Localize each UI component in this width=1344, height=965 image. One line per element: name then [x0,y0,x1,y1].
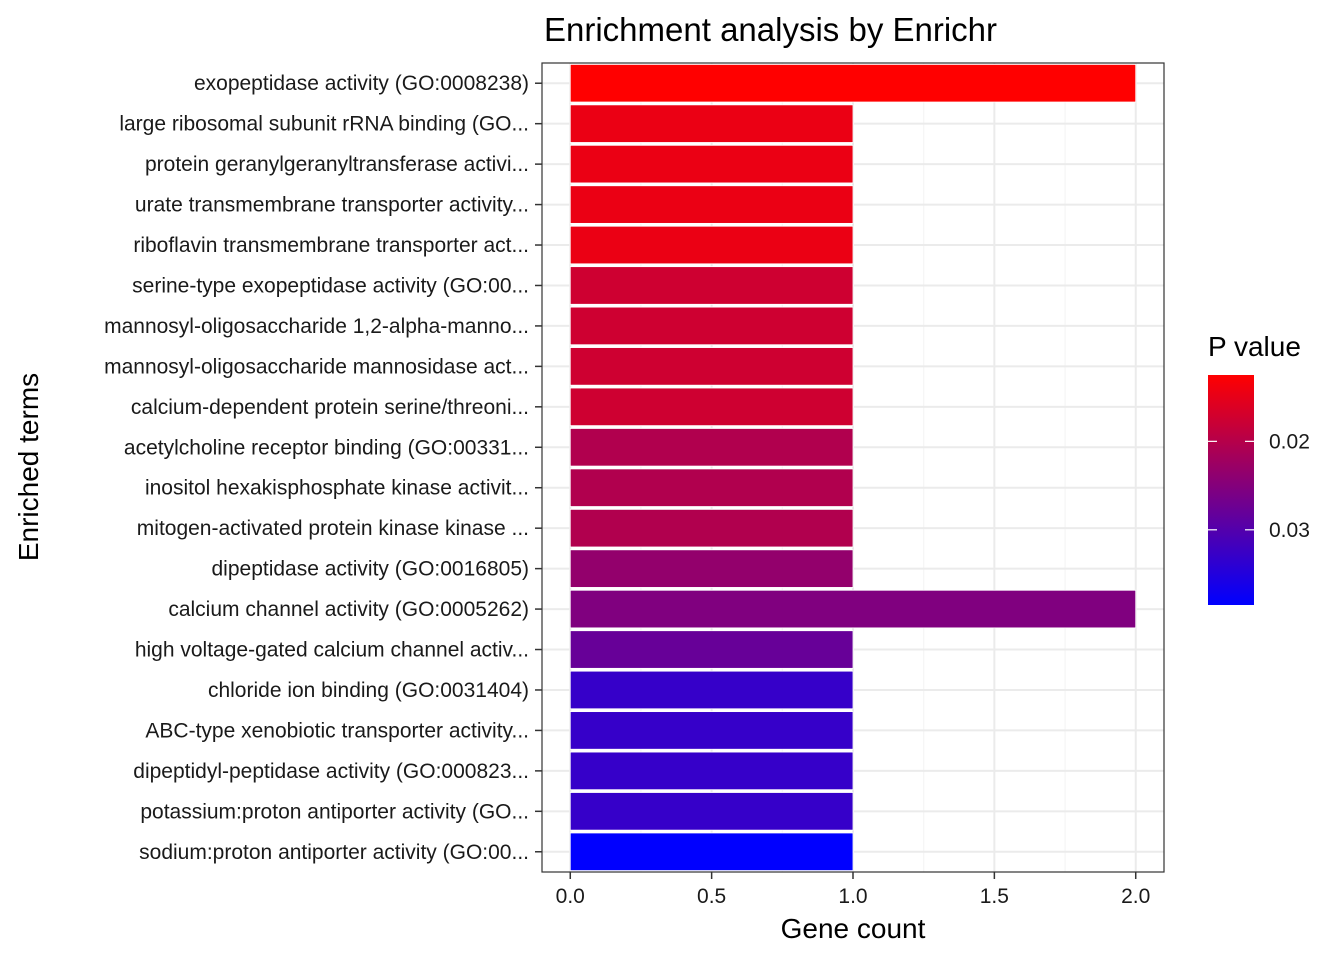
y-tick-label: potassium:proton antiporter activity (GO… [140,800,529,823]
bar [569,428,854,467]
bar [569,670,854,710]
x-tick-label: 1.5 [980,885,1009,908]
y-tick-label: chloride ion binding (GO:0031404) [208,679,529,702]
bar [569,104,854,143]
bar [569,387,854,427]
y-tick-label: calcium channel activity (GO:0005262) [168,598,529,621]
y-tick-label: protein geranylgeranyltransferase activi… [145,153,529,176]
bar [569,589,1137,629]
legend-tick-label: 0.02 [1269,430,1310,453]
y-tick-label: large ribosomal subunit rRNA binding (GO… [119,113,529,136]
y-tick-label: exopeptidase activity (GO:0008238) [194,72,529,95]
bars [569,64,1137,871]
y-tick-label: acetylcholine receptor binding (GO:00331… [124,436,529,459]
bar [569,630,854,669]
y-tick-label: mitogen-activated protein kinase kinase … [137,517,529,540]
y-tick-label: mannosyl-oligosaccharide 1,2-alpha-manno… [104,315,529,338]
legend-ticks: 0.02 0.03 [1208,430,1310,542]
y-tick-label: serine-type exopeptidase activity (GO:00… [132,274,529,297]
x-tick-label: 1.0 [838,885,867,908]
y-axis: exopeptidase activity (GO:0008238) large … [104,72,542,864]
bar [569,792,854,831]
y-tick-label: ABC-type xenobiotic transporter activity… [145,719,529,742]
y-tick-label: riboflavin transmembrane transporter act… [133,234,529,257]
bar [569,751,854,791]
y-tick-label: dipeptidase activity (GO:0016805) [211,558,529,581]
bar [569,549,854,588]
bar [569,144,854,184]
bar [569,225,854,265]
x-axis: 0.0 0.5 1.0 1.5 2.0 [556,872,1150,908]
y-tick-label: high voltage-gated calcium channel activ… [135,639,529,662]
x-tick-label: 0.5 [697,885,726,908]
bar [569,711,854,750]
bar [569,468,854,507]
legend-colorbar [1208,375,1254,605]
bar [569,306,854,346]
bar [569,185,854,224]
x-axis-title: Gene count [781,913,926,944]
x-tick-label: 2.0 [1121,885,1150,908]
y-tick-label: sodium:proton antiporter activity (GO:00… [139,841,529,864]
bar [569,64,1137,103]
legend-title: P value [1208,331,1301,362]
x-tick-label: 0.0 [556,885,585,908]
bar [569,832,854,871]
y-tick-label: mannosyl-oligosaccharide mannosidase act… [104,355,529,378]
bar [569,266,854,305]
bar [569,508,854,548]
legend-tick-label: 0.03 [1269,519,1310,542]
y-tick-label: urate transmembrane transporter activity… [135,194,529,217]
chart-title: Enrichment analysis by Enrichr [544,11,997,48]
y-tick-label: calcium-dependent protein serine/threoni… [131,396,529,419]
y-tick-label: dipeptidyl-peptidase activity (GO:000823… [133,760,529,783]
y-tick-label: inositol hexakisphosphate kinase activit… [145,477,529,500]
bar [569,347,854,386]
y-axis-title: Enriched terms [13,373,44,561]
legend: P value 0.02 0.03 [1208,331,1310,605]
